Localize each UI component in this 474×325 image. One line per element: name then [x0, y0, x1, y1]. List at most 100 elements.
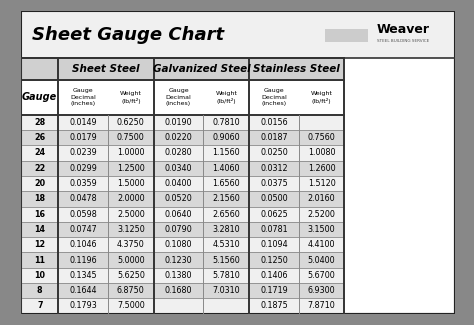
Text: 12: 12 [34, 240, 46, 249]
Text: 0.1875: 0.1875 [260, 302, 288, 310]
Text: 0.1644: 0.1644 [69, 286, 97, 295]
Text: Gauge
Decimal
(inches): Gauge Decimal (inches) [261, 88, 287, 106]
Text: Sheet Gauge Chart: Sheet Gauge Chart [32, 26, 224, 44]
Text: 0.0520: 0.0520 [164, 194, 192, 203]
FancyBboxPatch shape [21, 191, 345, 206]
FancyBboxPatch shape [325, 29, 368, 42]
Text: 0.1406: 0.1406 [260, 271, 288, 280]
Text: 0.7810: 0.7810 [212, 118, 240, 127]
Text: 0.1380: 0.1380 [165, 271, 192, 280]
Text: 0.0149: 0.0149 [69, 118, 97, 127]
Text: Stainless Steel: Stainless Steel [254, 64, 340, 74]
Text: 11: 11 [34, 255, 45, 265]
Text: 7.8710: 7.8710 [308, 302, 336, 310]
Text: 3.1250: 3.1250 [117, 225, 145, 234]
Text: 0.0299: 0.0299 [69, 164, 97, 173]
Text: 2.0160: 2.0160 [308, 194, 336, 203]
Text: 0.0179: 0.0179 [69, 133, 97, 142]
Text: 0.0781: 0.0781 [260, 225, 288, 234]
Text: 6.9300: 6.9300 [308, 286, 336, 295]
Text: 0.0280: 0.0280 [165, 149, 192, 158]
Text: 0.1094: 0.1094 [260, 240, 288, 249]
Text: 14: 14 [34, 225, 45, 234]
Text: 16: 16 [34, 210, 45, 219]
Text: Galvanized Steel: Galvanized Steel [153, 64, 250, 74]
Text: 4.5310: 4.5310 [212, 240, 240, 249]
Text: 28: 28 [34, 118, 46, 127]
Text: 0.0790: 0.0790 [164, 225, 192, 234]
Text: 0.1345: 0.1345 [69, 271, 97, 280]
Text: 3.1500: 3.1500 [308, 225, 336, 234]
Text: 1.2600: 1.2600 [308, 164, 336, 173]
Text: Weaver: Weaver [376, 23, 429, 36]
Text: 0.1680: 0.1680 [165, 286, 192, 295]
FancyBboxPatch shape [21, 283, 345, 298]
Text: 0.7560: 0.7560 [308, 133, 336, 142]
Text: 6.8750: 6.8750 [117, 286, 145, 295]
Text: 4.3750: 4.3750 [117, 240, 145, 249]
Text: 7: 7 [37, 302, 43, 310]
Text: STEEL BUILDING SERVICE: STEEL BUILDING SERVICE [377, 39, 429, 44]
Text: 0.0598: 0.0598 [69, 210, 97, 219]
Text: 8: 8 [37, 286, 43, 295]
Text: 0.0625: 0.0625 [260, 210, 288, 219]
Text: 1.2500: 1.2500 [117, 164, 145, 173]
Text: 5.6250: 5.6250 [117, 271, 145, 280]
Text: 1.4060: 1.4060 [212, 164, 240, 173]
Text: 0.0640: 0.0640 [165, 210, 192, 219]
Text: 1.1560: 1.1560 [212, 149, 240, 158]
FancyBboxPatch shape [21, 115, 345, 130]
Text: 1.5120: 1.5120 [308, 179, 336, 188]
Text: 5.7810: 5.7810 [212, 271, 240, 280]
Text: 0.0400: 0.0400 [165, 179, 192, 188]
Text: 0.7500: 0.7500 [117, 133, 145, 142]
Text: 2.5200: 2.5200 [308, 210, 336, 219]
Text: 20: 20 [34, 179, 46, 188]
Text: 0.1196: 0.1196 [69, 255, 97, 265]
Text: 0.1046: 0.1046 [69, 240, 97, 249]
Text: 0.0312: 0.0312 [260, 164, 288, 173]
Text: 0.0500: 0.0500 [260, 194, 288, 203]
Text: 0.9060: 0.9060 [212, 133, 240, 142]
Text: 0.1080: 0.1080 [165, 240, 192, 249]
Text: 2.5000: 2.5000 [117, 210, 145, 219]
FancyBboxPatch shape [21, 176, 345, 191]
Text: Gauge
Decimal
(inches): Gauge Decimal (inches) [70, 88, 96, 106]
Text: 0.0220: 0.0220 [164, 133, 192, 142]
Text: 3.2810: 3.2810 [212, 225, 240, 234]
FancyBboxPatch shape [21, 161, 345, 176]
FancyBboxPatch shape [21, 268, 345, 283]
FancyBboxPatch shape [21, 206, 345, 222]
Text: Weight
(lb/ft²): Weight (lb/ft²) [120, 91, 142, 104]
FancyBboxPatch shape [21, 237, 345, 253]
Text: 0.0375: 0.0375 [260, 179, 288, 188]
Text: 0.0239: 0.0239 [69, 149, 97, 158]
Text: 0.0747: 0.0747 [69, 225, 97, 234]
Text: 0.1793: 0.1793 [69, 302, 97, 310]
Text: 1.0000: 1.0000 [117, 149, 145, 158]
FancyBboxPatch shape [21, 58, 345, 80]
Text: 18: 18 [34, 194, 46, 203]
FancyBboxPatch shape [21, 80, 345, 115]
Text: 0.0190: 0.0190 [165, 118, 192, 127]
Text: Weight
(lb/ft²): Weight (lb/ft²) [215, 91, 237, 104]
Text: 0.6250: 0.6250 [117, 118, 145, 127]
Text: 24: 24 [34, 149, 46, 158]
FancyBboxPatch shape [21, 298, 345, 314]
Text: 0.0156: 0.0156 [260, 118, 288, 127]
Text: 2.0000: 2.0000 [117, 194, 145, 203]
Text: 10: 10 [34, 271, 45, 280]
Text: 5.1560: 5.1560 [212, 255, 240, 265]
Text: Sheet Steel: Sheet Steel [72, 64, 140, 74]
Text: 0.0187: 0.0187 [260, 133, 288, 142]
Text: 0.1230: 0.1230 [165, 255, 192, 265]
FancyBboxPatch shape [21, 253, 345, 268]
Text: 5.6700: 5.6700 [308, 271, 336, 280]
FancyBboxPatch shape [21, 130, 345, 145]
FancyBboxPatch shape [21, 145, 345, 161]
FancyBboxPatch shape [21, 11, 455, 58]
Text: 26: 26 [34, 133, 46, 142]
Text: 0.1719: 0.1719 [260, 286, 288, 295]
Text: Gauge
Decimal
(inches): Gauge Decimal (inches) [166, 88, 191, 106]
Text: 0.0250: 0.0250 [260, 149, 288, 158]
